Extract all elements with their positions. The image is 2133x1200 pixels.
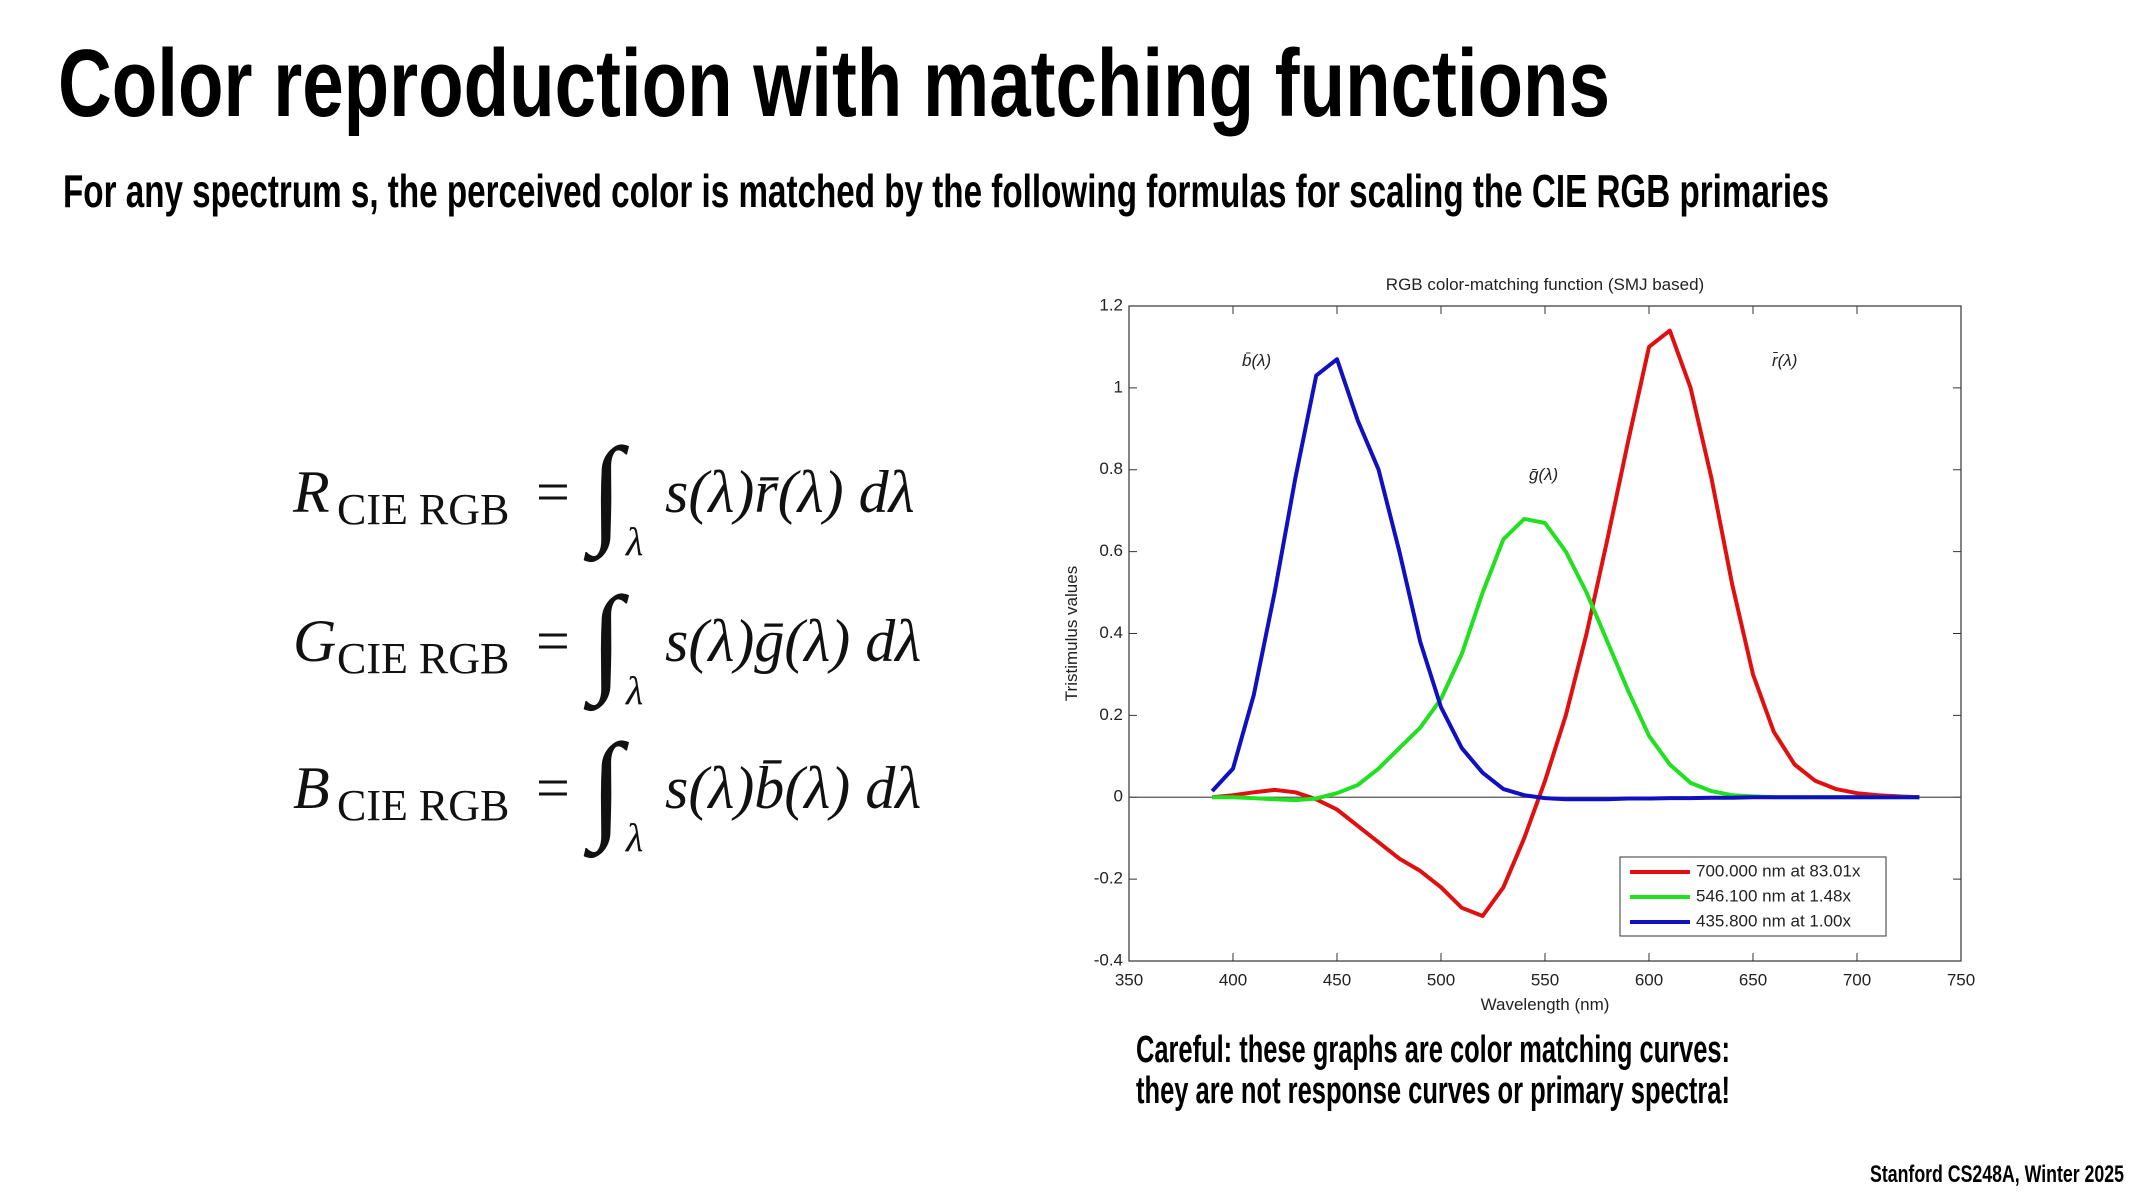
x-tick-label: 750: [1947, 970, 1975, 989]
y-tick-label: 1.2: [1099, 295, 1123, 314]
y-tick-label: 0.8: [1099, 459, 1123, 478]
curve-label: ḡ(λ): [1529, 465, 1558, 484]
formula-equals: =: [536, 755, 570, 821]
formulas: R CIE RGB = ∫ λs(λ)r̄(λ) dλG CIE RGB = ∫ λs(λ)ḡ(…: [292, 423, 921, 860]
y-tick-label: -0.2: [1094, 869, 1123, 888]
x-tick-label: 450: [1323, 970, 1351, 989]
x-tick-label: 650: [1739, 970, 1767, 989]
formula-integrand: s(λ)ḡ(λ) dλ: [665, 608, 921, 674]
legend-label: 546.100 nm at 1.48x: [1696, 886, 1852, 905]
formula-symbol: B: [293, 755, 330, 821]
formula-equals: =: [536, 459, 570, 525]
formula-symbol: R: [292, 459, 330, 525]
y-tick-label: 1: [1114, 377, 1123, 396]
formula-limit: λ: [625, 815, 643, 860]
slide-subtitle: For any spectrum s, the perceived color …: [63, 165, 1829, 217]
formula-subscript: CIE RGB: [337, 781, 509, 830]
y-tick-label: 0.4: [1099, 623, 1123, 642]
formula-integral: ∫: [583, 423, 630, 563]
y-axis-label: Tristimulus values: [1062, 566, 1081, 701]
formula-subscript: CIE RGB: [337, 634, 509, 683]
x-tick-label: 500: [1427, 970, 1455, 989]
x-axis-label: Wavelength (nm): [1481, 995, 1610, 1014]
formula-integrand: s(λ)r̄(λ) dλ: [665, 459, 915, 525]
formula-symbol: G: [293, 608, 336, 674]
legend-label: 435.800 nm at 1.00x: [1696, 911, 1852, 930]
series-line: [1211, 328, 1920, 918]
formula-limit: λ: [625, 519, 643, 564]
curve-label: r̄(λ): [1772, 351, 1797, 370]
footer: Stanford CS248A, Winter 2025: [1870, 1161, 2124, 1188]
y-tick-label: 0.2: [1099, 705, 1123, 724]
formula-equals: =: [536, 608, 570, 674]
y-tick-label: -0.4: [1094, 950, 1123, 969]
formula-integral: ∫: [583, 719, 630, 859]
y-tick-label: 0: [1114, 787, 1123, 806]
curve-label: b̄(λ): [1242, 351, 1271, 370]
chart: RGB color-matching function (SMJ based) W…: [1062, 275, 1975, 1014]
y-tick-label: 0.6: [1099, 541, 1123, 560]
x-tick-label: 600: [1635, 970, 1663, 989]
formula-integral: ∫: [583, 572, 630, 712]
note: they are not response curves or primary …: [1136, 1070, 1730, 1112]
legend-label: 700.000 nm at 83.01x: [1696, 861, 1861, 880]
formula-subscript: CIE RGB: [337, 485, 509, 534]
x-tick-label: 700: [1843, 970, 1871, 989]
x-tick-label: 400: [1219, 970, 1247, 989]
x-tick-label: 350: [1115, 970, 1143, 989]
note: Careful: these graphs are color matching…: [1136, 1029, 1730, 1071]
slide-title: Color reproduction with matching functio…: [58, 30, 1610, 137]
formula-limit: λ: [625, 668, 643, 713]
formula-integrand: s(λ)b̄(λ) dλ: [665, 755, 921, 821]
x-tick-label: 550: [1531, 970, 1559, 989]
series-line: [1210, 357, 1920, 802]
chart-title: RGB color-matching function (SMJ based): [1386, 275, 1704, 294]
